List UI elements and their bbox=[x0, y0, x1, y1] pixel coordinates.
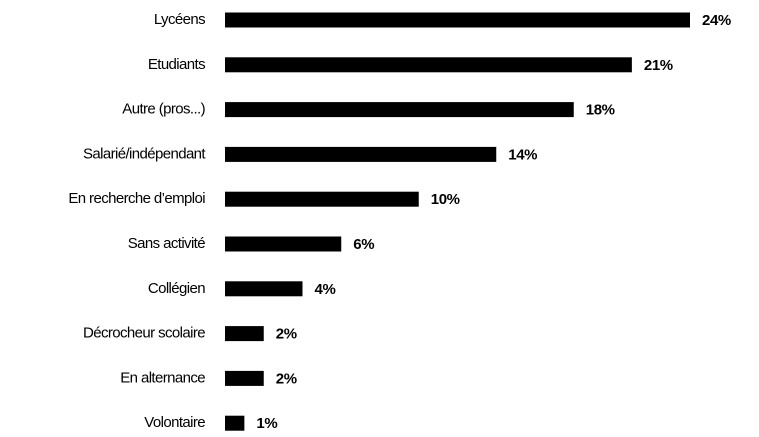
bar bbox=[225, 146, 497, 162]
category-label: Sans activité bbox=[128, 235, 205, 252]
value-label: 10% bbox=[431, 191, 460, 208]
bar bbox=[225, 102, 574, 118]
category-label: Lycéens bbox=[154, 11, 205, 28]
value-label: 24% bbox=[702, 12, 731, 29]
category-label: Collégien bbox=[148, 280, 205, 297]
value-label: 18% bbox=[586, 102, 615, 119]
value-label: 2% bbox=[276, 326, 297, 343]
bar bbox=[225, 12, 690, 28]
bar bbox=[225, 236, 342, 252]
value-label: 21% bbox=[644, 57, 673, 74]
category-label: Décrocheur scolaire bbox=[83, 325, 205, 342]
bar bbox=[225, 191, 419, 207]
category-label: Autre (pros...) bbox=[122, 101, 205, 118]
category-label: En recherche d’emploi bbox=[68, 190, 205, 207]
value-label: 14% bbox=[508, 146, 537, 163]
value-label: 2% bbox=[276, 370, 297, 387]
category-label: Etudiants bbox=[148, 56, 205, 73]
bar bbox=[225, 326, 264, 342]
category-label: Salarié/indépendant bbox=[83, 145, 206, 162]
bar bbox=[225, 57, 632, 73]
bar bbox=[225, 281, 303, 297]
value-label: 4% bbox=[315, 281, 336, 298]
bar bbox=[225, 415, 245, 431]
value-label: 6% bbox=[353, 236, 374, 253]
category-label: En alternance bbox=[120, 369, 205, 386]
bar bbox=[225, 370, 264, 386]
value-label: 1% bbox=[256, 415, 277, 432]
category-label: Volontaire bbox=[144, 414, 205, 431]
